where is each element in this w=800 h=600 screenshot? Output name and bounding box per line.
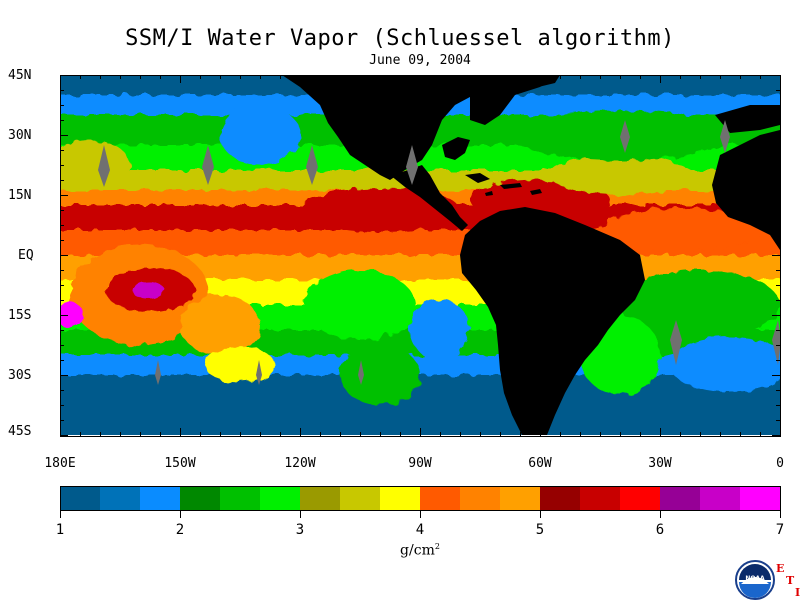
colorbar-tick-label: 7 bbox=[775, 522, 785, 538]
ice-swath bbox=[406, 145, 418, 185]
lat-label: 15N bbox=[8, 188, 32, 203]
vapor-patch bbox=[305, 270, 415, 340]
map-title: SSM/I Water Vapor (Schluessel algorithm) bbox=[125, 26, 675, 51]
lat-label: 15S bbox=[8, 308, 32, 323]
color-bar bbox=[60, 486, 781, 518]
colorbar-swatch bbox=[180, 486, 221, 511]
vapor-band bbox=[60, 375, 780, 435]
colorbar-swatch bbox=[420, 486, 461, 511]
colorbar-swatch bbox=[300, 486, 341, 511]
colorbar-tick-label: 3 bbox=[295, 522, 305, 538]
eti-mark-letter: I bbox=[795, 586, 800, 599]
lon-label: 0 bbox=[776, 456, 784, 471]
map-ticks bbox=[60, 75, 781, 436]
land-iberia bbox=[715, 105, 780, 133]
ice-swath bbox=[772, 320, 780, 365]
vapor-patch bbox=[600, 208, 760, 252]
map-date: June 09, 2004 bbox=[369, 53, 471, 68]
lon-label: 180E bbox=[44, 456, 76, 471]
colorbar-swatch bbox=[500, 486, 541, 511]
lon-label: 120W bbox=[284, 456, 316, 471]
lat-label: 45N bbox=[8, 68, 32, 83]
colorbar-swatch bbox=[140, 486, 181, 511]
colorbar-swatch bbox=[580, 486, 621, 511]
colorbar-frame bbox=[60, 486, 781, 511]
colorbar-swatch bbox=[380, 486, 421, 511]
lat-label: 30S bbox=[8, 368, 32, 383]
vapor-patch bbox=[132, 281, 164, 299]
land-canada-east bbox=[470, 75, 560, 125]
land-florida-east bbox=[442, 137, 470, 160]
colorbar-tick-label: 4 bbox=[415, 522, 425, 538]
lon-label: 30W bbox=[648, 456, 672, 471]
units-text: g/cm bbox=[400, 542, 435, 559]
colorbar-swatch bbox=[460, 486, 501, 511]
vapor-patch bbox=[60, 140, 130, 190]
vapor-patch bbox=[670, 337, 780, 393]
water-vapor-map bbox=[60, 75, 781, 437]
vapor-patch bbox=[410, 300, 470, 360]
vapor-patch bbox=[60, 303, 84, 327]
land-africa bbox=[712, 130, 780, 250]
ice-swath bbox=[155, 360, 161, 385]
colorbar-swatch bbox=[100, 486, 141, 511]
ice-swath bbox=[620, 120, 630, 153]
colorbar-swatch bbox=[340, 486, 381, 511]
colorbar-swatch bbox=[220, 486, 261, 511]
land-caribbean bbox=[465, 173, 542, 196]
ice-swath bbox=[202, 145, 214, 185]
land-greenland-edge bbox=[490, 75, 560, 89]
colorbar-swatch bbox=[660, 486, 701, 511]
colorbar-tick-label: 1 bbox=[55, 522, 65, 538]
vapor-patch bbox=[340, 345, 420, 405]
eti-mark-letter: E bbox=[776, 562, 785, 575]
ice-swath bbox=[670, 320, 682, 365]
eti-mark-letter: T bbox=[786, 574, 795, 587]
vapor-patch bbox=[510, 110, 730, 160]
vapor-patch bbox=[205, 347, 275, 383]
lon-label: 60W bbox=[528, 456, 552, 471]
land-north-america bbox=[282, 75, 485, 180]
colorbar-swatch bbox=[540, 486, 581, 511]
lat-label: 30N bbox=[8, 128, 32, 143]
vapor-patch bbox=[620, 270, 780, 340]
noaa-logo-text: NOAA bbox=[745, 575, 765, 582]
lon-label: 90W bbox=[408, 456, 432, 471]
colorbar-units: g/cm2 bbox=[0, 542, 800, 559]
lat-label: EQ bbox=[18, 248, 34, 263]
colorbar-swatch bbox=[60, 486, 101, 511]
vapor-patch bbox=[220, 105, 300, 165]
lat-label: 45S bbox=[8, 424, 32, 439]
ice-swath bbox=[358, 360, 364, 385]
colorbar-tick-label: 5 bbox=[535, 522, 545, 538]
colorbar-tick-label: 6 bbox=[655, 522, 665, 538]
colorbar-swatch bbox=[260, 486, 301, 511]
lon-label: 150W bbox=[164, 456, 196, 471]
land-central-america bbox=[390, 165, 468, 231]
colorbar-swatch bbox=[740, 486, 781, 511]
colorbar-tick-label: 2 bbox=[175, 522, 185, 538]
units-exponent: 2 bbox=[434, 542, 440, 551]
vapor-patch bbox=[180, 295, 260, 355]
ice-swath bbox=[720, 120, 730, 153]
colorbar-swatch bbox=[700, 486, 741, 511]
vapor-patch bbox=[550, 155, 690, 195]
vapor-patch bbox=[300, 188, 460, 232]
land-south-america bbox=[460, 207, 645, 435]
ice-swath bbox=[306, 145, 318, 185]
colorbar-swatch bbox=[620, 486, 661, 511]
noaa-logo: NOAA bbox=[735, 560, 775, 600]
ice-swath bbox=[98, 145, 110, 187]
ice-swath bbox=[256, 360, 262, 385]
